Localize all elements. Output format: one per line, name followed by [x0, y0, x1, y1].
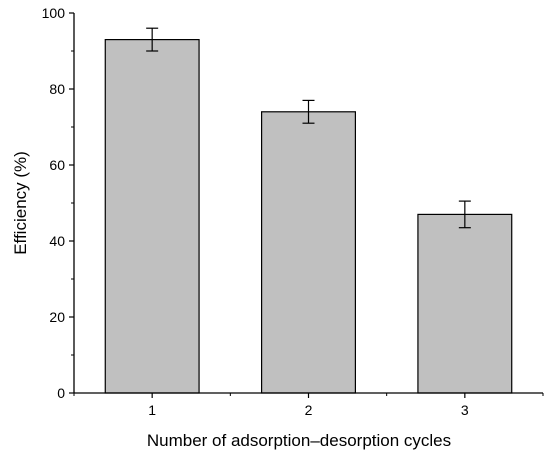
bars-layer: [104, 38, 513, 394]
error-bar-1: [146, 27, 159, 52]
bar-3: [417, 213, 513, 394]
bar-1: [104, 38, 200, 394]
x-tick-label-1: 1: [148, 402, 156, 418]
x-axis-label: Number of adsorption–desorption cycles: [147, 431, 451, 450]
y-tick-label-40: 40: [49, 233, 65, 249]
error-bars-layer: [146, 27, 471, 229]
y-tick-label-0: 0: [57, 385, 65, 401]
error-bar-3: [458, 200, 471, 229]
bar-2: [261, 111, 357, 394]
error-bar-2: [302, 99, 315, 124]
y-tick-label-20: 20: [49, 309, 65, 325]
x-tick-label-2: 2: [305, 402, 313, 418]
ticks-layer: 0 20 40 60 80 100 1 2 3: [42, 5, 544, 418]
x-tick-label-3: 3: [461, 402, 469, 418]
y-tick-label-100: 100: [42, 5, 66, 21]
y-tick-label-80: 80: [49, 81, 65, 97]
y-axis-label: Efficiency (%): [11, 151, 30, 255]
y-tick-label-60: 60: [49, 157, 65, 173]
